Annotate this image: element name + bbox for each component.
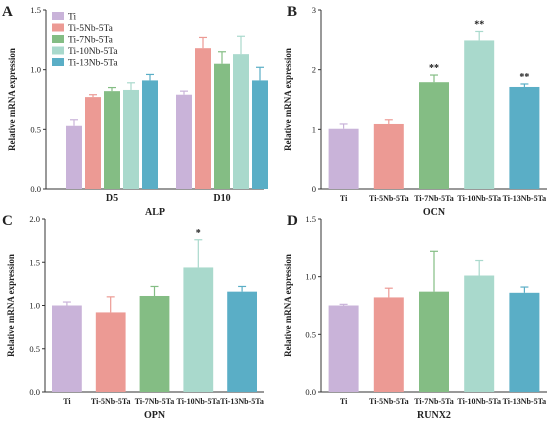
panel-d: D 0.0 0.5 1.0 1.5 Relative mRNA expression RUN… <box>283 213 547 421</box>
bar-Ti-13Nb-5Ta-D10 <box>252 80 268 189</box>
significance-marker: ** <box>429 63 439 74</box>
bar-Ti-D5 <box>66 125 82 189</box>
x-tick-label: Ti-10Nb-5Ta <box>457 194 501 203</box>
x-axis-label: ALP <box>145 207 165 218</box>
y-tick-label: 0.0 <box>29 387 40 397</box>
x-tick-label: Ti <box>63 397 71 406</box>
y-tick-label: 2 <box>312 65 316 75</box>
y-tick-label: 1.5 <box>305 214 316 224</box>
x-tick-label: Ti-7Nb-5Ta <box>414 194 454 203</box>
bar-Ti-13Nb-5Ta <box>227 291 257 392</box>
bar-Ti <box>328 128 359 189</box>
significance-marker: ** <box>519 72 529 83</box>
y-tick-label: 1 <box>312 124 316 134</box>
y-tick-label: 0 <box>312 184 316 194</box>
panel-c: C 0.0 0.5 1.0 1.5 2.0 Relative mRNA expression… <box>2 213 264 421</box>
y-tick-label: 1.0 <box>29 301 40 311</box>
x-tick-label: Ti-10Nb-5Ta <box>177 397 221 406</box>
bar-Ti-5Nb-5Ta <box>373 123 404 189</box>
y-tick-label: 1.5 <box>29 257 40 267</box>
bar-Ti-13Nb-5Ta-D5 <box>142 80 158 189</box>
y-tick-label: 1.0 <box>30 65 41 75</box>
x-tick-label: Ti-13Nb-5Ta <box>503 397 547 406</box>
x-tick-label: Ti <box>340 194 348 203</box>
bar-Ti-5Nb-5Ta-D10 <box>195 48 211 189</box>
x-tick-label: Ti-7Nb-5Ta <box>414 397 454 406</box>
y-tick-label: 0.5 <box>30 124 41 134</box>
panel-b: B 0 1 2 3 Relative mRNA expression OCN Ti Ti-5Nb… <box>283 4 547 218</box>
bar-Ti-7Nb-5Ta <box>419 291 449 392</box>
y-axis-label: Relative mRNA expression <box>7 48 17 151</box>
bar-Ti-5Nb-5Ta <box>373 297 404 392</box>
significance-marker: * <box>196 228 201 239</box>
bar-Ti-7Nb-5Ta <box>419 82 449 189</box>
y-tick-label: 0.5 <box>305 329 316 339</box>
y-axis-label: Relative mRNA expression <box>6 254 16 357</box>
bar-Ti-10Nb-5Ta <box>464 275 495 392</box>
bar-Ti-10Nb-5Ta <box>183 267 214 392</box>
x-tick-label: Ti-5Nb-5Ta <box>369 194 409 203</box>
y-tick-label: 0.5 <box>29 344 40 354</box>
legend-swatch <box>52 12 64 20</box>
bar-Ti-7Nb-5Ta-D5 <box>104 91 120 189</box>
bar-Ti-5Nb-5Ta <box>95 312 126 392</box>
legend-swatch <box>52 35 64 43</box>
x-axis-label: RUNX2 <box>417 410 451 421</box>
x-tick-label: Ti-10Nb-5Ta <box>457 397 501 406</box>
y-axis-label: Relative mRNA expression <box>283 254 293 357</box>
x-tick-label: D5 <box>106 193 118 204</box>
y-tick-label: 2.0 <box>29 214 40 224</box>
legend-label: Ti-10Nb-5Ta <box>68 47 118 57</box>
legend-swatch <box>52 23 64 32</box>
x-tick-label: Ti-13Nb-5Ta <box>503 194 547 203</box>
bar-Ti-D10 <box>176 94 192 189</box>
x-tick-label: Ti <box>340 397 348 406</box>
y-tick-label: 0.0 <box>305 387 316 397</box>
y-axis-label: Relative mRNA expression <box>283 48 293 151</box>
x-axis-label: OCN <box>423 207 446 218</box>
panel-letter: A <box>2 4 13 20</box>
bar-Ti <box>52 305 82 392</box>
y-tick-label: 3 <box>312 5 316 15</box>
panel-letter: C <box>2 213 13 229</box>
legend-label: Ti <box>68 13 76 23</box>
y-tick-label: 1.0 <box>305 272 316 282</box>
bar-Ti-10Nb-5Ta-D10 <box>233 54 249 189</box>
legend-swatch <box>52 58 64 66</box>
bar-Ti-13Nb-5Ta <box>509 292 540 392</box>
x-tick-label: Ti-5Nb-5Ta <box>91 397 131 406</box>
y-tick-label: 1.5 <box>30 5 41 15</box>
bar-Ti-13Nb-5Ta <box>509 86 540 189</box>
bar-Ti-10Nb-5Ta-D5 <box>123 89 139 189</box>
significance-marker: ** <box>474 19 484 30</box>
bar-Ti-10Nb-5Ta <box>464 40 495 190</box>
legend-label: Ti-7Nb-5Ta <box>68 36 114 46</box>
panel-letter: B <box>287 4 297 20</box>
panel-letter: D <box>287 213 298 229</box>
bar-Ti-5Nb-5Ta-D5 <box>85 97 101 189</box>
bar-Ti-7Nb-5Ta <box>139 295 170 392</box>
bar-Ti-7Nb-5Ta-D10 <box>214 63 230 190</box>
x-tick-label: Ti-5Nb-5Ta <box>369 397 409 406</box>
legend-label: Ti-5Nb-5Ta <box>68 24 114 34</box>
legend-swatch <box>52 46 64 55</box>
legend-label: Ti-13Nb-5Ta <box>68 59 118 69</box>
x-axis-label: OPN <box>144 410 166 421</box>
x-tick-label: Ti-13Nb-5Ta <box>220 397 264 406</box>
y-tick-label: 0.0 <box>30 184 41 194</box>
bar-Ti <box>328 305 359 392</box>
panel-a: A 0.0 0.5 1.0 1.5 Relative mRNA expression ALP… <box>2 4 268 218</box>
x-tick-label: Ti-7Nb-5Ta <box>135 397 175 406</box>
x-tick-label: D10 <box>213 193 230 204</box>
